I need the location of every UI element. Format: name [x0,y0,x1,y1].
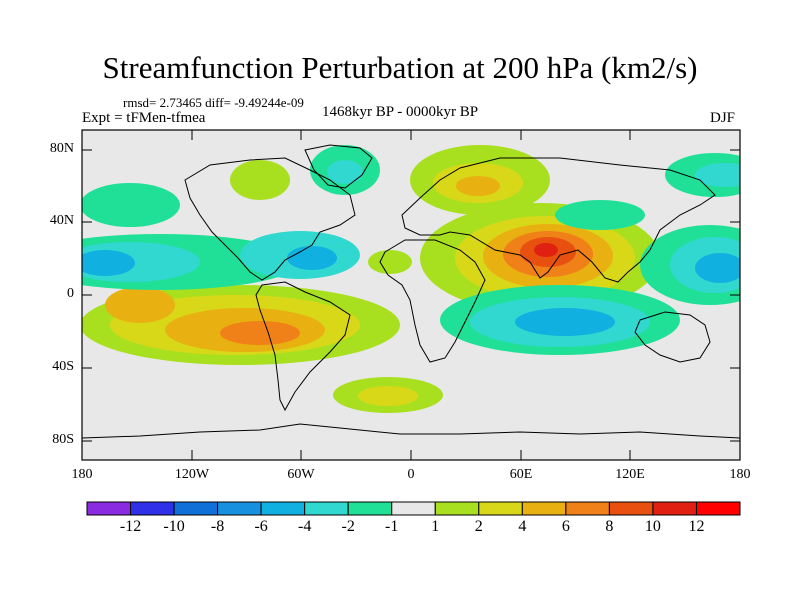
colorbar-label: 6 [561,518,570,535]
colorbar-label: -1 [385,518,399,535]
anomaly-high-south-america [82,285,400,365]
colorbar-label: 8 [605,518,614,535]
lon-label-0: 0 [407,467,415,482]
colorbar-box [521,501,567,516]
anomaly-low-arctic-east [665,153,740,197]
anomaly-high-misc [230,160,412,274]
colorbar-label: -12 [119,518,142,535]
anomaly-low-indian-ocean [440,285,680,355]
period-label: 1468kyr BP - 0000kyr BP [322,104,479,120]
lon-label-120w: 120W [174,467,210,482]
anomaly-high-asia [420,203,660,313]
lon-ticks [81,130,741,460]
colorbar-label: -2 [341,518,355,535]
lat-label-40s: 40S [52,359,74,374]
colorbar-box [130,501,175,516]
colorbar-box [304,501,349,516]
coast-greenland [304,144,373,189]
colorbar-label: 10 [644,518,661,535]
colorbar-label: 4 [518,518,527,535]
contour-field [82,145,740,413]
chart-title: Streamfunction Perturbation at 200 hPa (… [102,50,698,85]
colorbar-box [173,501,219,516]
coast-north-america [184,157,356,281]
colorbar-box [695,501,741,516]
colorbar-label: -8 [210,518,225,535]
lat-ticks [82,149,740,442]
experiment-label: Expt = tFMen-tfmea [82,110,206,126]
coast-south-america [255,281,351,412]
coast-australia [634,311,711,363]
anomaly-high-europe [410,145,550,215]
lon-label-180e: 180 [729,467,751,482]
lat-label-40n: 40N [49,213,74,228]
colorbar-label: 12 [688,518,705,535]
colorbar [86,501,741,516]
colorbar-label: 1 [431,518,440,535]
colorbar-box [217,501,262,516]
anomaly-low-north-america [310,145,380,195]
colorbar-box [434,501,480,516]
colorbar-label: 2 [474,518,483,535]
colorbar-box [391,501,436,516]
anomaly-high-south-atlantic [333,377,443,413]
colorbar-label: -10 [163,518,185,535]
colorbar-box [347,501,393,516]
lon-label-120e: 120E [615,467,645,482]
anomaly-low-north-pacific-high [82,183,180,227]
rmsd-stats: rmsd= 2.73465 diff= -9.49244e-09 [123,95,304,110]
coastlines [82,144,740,439]
coast-africa [379,239,486,363]
anomaly-low-west-pacific [640,225,740,305]
anomaly-low-asia-east [555,200,645,230]
coast-eurasia [401,157,716,283]
lon-label-180w: 180 [71,467,93,482]
lon-label-60w: 60W [287,467,315,482]
colorbar-box [86,501,132,516]
colorbar-box [565,501,610,516]
season-label: DJF [710,110,736,126]
colorbar-label: -4 [297,518,312,535]
colorbar-box [478,501,523,516]
colorbar-box [652,501,697,516]
lon-label-60e: 60E [509,467,533,482]
lat-label-80n: 80N [49,141,74,156]
lat-label-80s: 80S [52,432,74,447]
colorbar-box [608,501,654,516]
colorbar-label: -6 [254,518,268,535]
colorbar-box [260,501,306,516]
anomaly-low-caribbean [240,231,360,279]
lat-label-0: 0 [67,286,74,301]
coast-antarctica [82,423,740,439]
